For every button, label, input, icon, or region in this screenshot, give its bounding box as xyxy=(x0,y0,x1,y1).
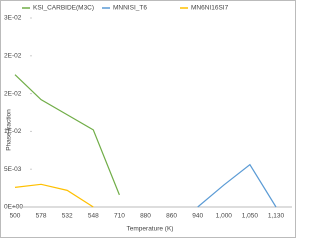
legend-label: MN6NI16SI7 xyxy=(191,5,229,12)
y-tick-label: 2E-02 xyxy=(4,53,22,60)
y-tick-label: 1E-02 xyxy=(4,128,22,135)
x-tick-label: 1,050 xyxy=(242,213,259,220)
y-axis-title: Phase fraction xyxy=(6,109,13,151)
x-tick-label: 548 xyxy=(88,213,99,220)
y-tick-label: 3E-02 xyxy=(4,15,22,22)
x-tick-label: 532 xyxy=(62,213,73,220)
y-tick-label: 5E-03 xyxy=(4,166,22,173)
series-line xyxy=(14,183,94,208)
series-line xyxy=(197,163,277,208)
legend-label: MNNISI_T6 xyxy=(113,5,147,12)
x-tick-label: 500 xyxy=(10,213,21,220)
chart: Temperature (K) Phase fraction 0E+005E-0… xyxy=(0,0,296,238)
x-tick-label: 710 xyxy=(114,213,125,220)
x-tick-label: 860 xyxy=(166,213,177,220)
frame xyxy=(0,0,296,238)
x-tick-label: 578 xyxy=(36,213,47,220)
x-tick-label: 880 xyxy=(140,213,151,220)
x-tick-label: 1,130 xyxy=(268,213,285,220)
x-axis-title: Temperature (K) xyxy=(127,226,174,233)
series-line xyxy=(14,74,120,196)
legend-label: KSI_CARBIDE(M3C) xyxy=(33,5,94,12)
y-tick-label: 2E-02 xyxy=(4,90,22,97)
x-tick-label: 1,000 xyxy=(216,213,233,220)
x-tick-label: 940 xyxy=(192,213,203,220)
